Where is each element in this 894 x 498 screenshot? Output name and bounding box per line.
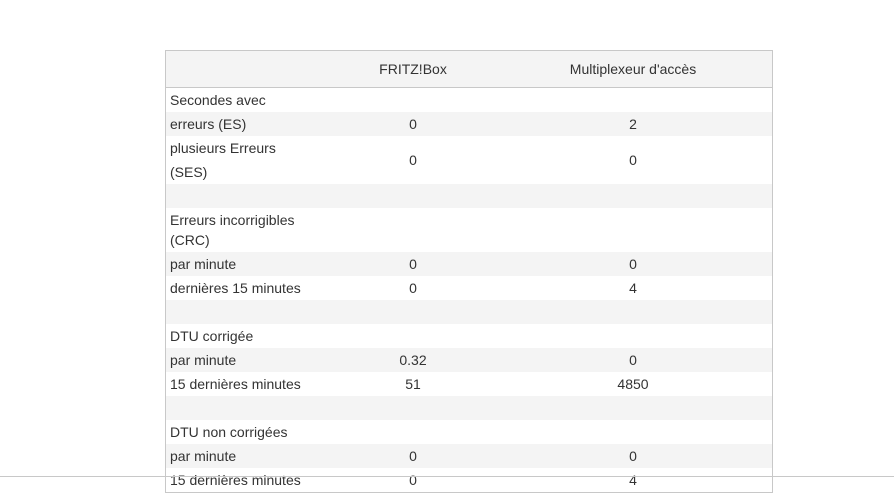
row-label: erreurs (ES)	[170, 116, 247, 132]
table-row: erreurs (ES) 0 2	[166, 112, 772, 136]
table-row: 15 dernières minutes 0 4	[166, 468, 772, 492]
table-row: par minute 0 0	[166, 252, 772, 276]
multiplexer-value: 4	[629, 280, 637, 296]
multiplexer-value: 2	[629, 116, 637, 132]
row-label: 15 dernières minutes	[170, 472, 301, 488]
divider	[0, 476, 894, 477]
table-row: par minute 0.32 0	[166, 348, 772, 372]
table-header: FRITZ!Box Multiplexeur d'accès	[166, 51, 772, 88]
error-stats-table: FRITZ!Box Multiplexeur d'accès Secondes …	[165, 50, 773, 493]
multiplexer-value: 0	[629, 448, 637, 464]
fritzbox-value: 0	[409, 256, 417, 272]
multiplexer-value: 0	[629, 352, 637, 368]
spacer-row	[166, 184, 772, 208]
section-title: DTU non corrigées	[170, 424, 288, 440]
section-title-row: Secondes avec	[166, 88, 772, 112]
multiplexer-value: 4	[629, 472, 637, 488]
fritzbox-value: 0	[409, 448, 417, 464]
fritzbox-value: 0	[409, 116, 417, 132]
fritzbox-value: 0	[409, 280, 417, 296]
fritzbox-value: 51	[405, 376, 421, 392]
row-label: par minute	[170, 256, 237, 272]
table-row: plusieurs Erreurs (SES) 0 0	[166, 136, 772, 184]
fritzbox-value: 0.32	[399, 352, 427, 368]
section-title: DTU corrigée	[170, 328, 254, 344]
table-row: par minute 0 0	[166, 444, 772, 468]
multiplexer-value: 4850	[617, 376, 649, 392]
row-label: dernières 15 minutes	[170, 280, 301, 296]
section-title: Erreurs incorrigibles (CRC)	[170, 212, 295, 248]
row-label: 15 dernières minutes	[170, 376, 301, 392]
fritzbox-value: 0	[409, 472, 417, 488]
multiplexer-value: 0	[629, 256, 637, 272]
row-label: plusieurs Erreurs (SES)	[170, 140, 276, 180]
spacer-row	[166, 396, 772, 420]
section-title-row: DTU non corrigées	[166, 420, 772, 444]
row-label: par minute	[170, 352, 237, 368]
table-body: Secondes avec erreurs (ES) 0 2 plusieurs Err…	[166, 88, 772, 492]
row-label: par minute	[170, 448, 237, 464]
fritzbox-value: 0	[409, 152, 417, 168]
header-fritzbox: FRITZ!Box	[379, 61, 447, 77]
header-multiplexer: Multiplexeur d'accès	[569, 61, 697, 77]
spacer-row	[166, 300, 772, 324]
multiplexer-value: 0	[629, 152, 637, 168]
section-title: Secondes avec	[170, 92, 266, 108]
table-row: dernières 15 minutes 0 4	[166, 276, 772, 300]
section-title-row: Erreurs incorrigibles (CRC)	[166, 208, 772, 252]
section-title-row: DTU corrigée	[166, 324, 772, 348]
table-row: 15 dernières minutes 51 4850	[166, 372, 772, 396]
